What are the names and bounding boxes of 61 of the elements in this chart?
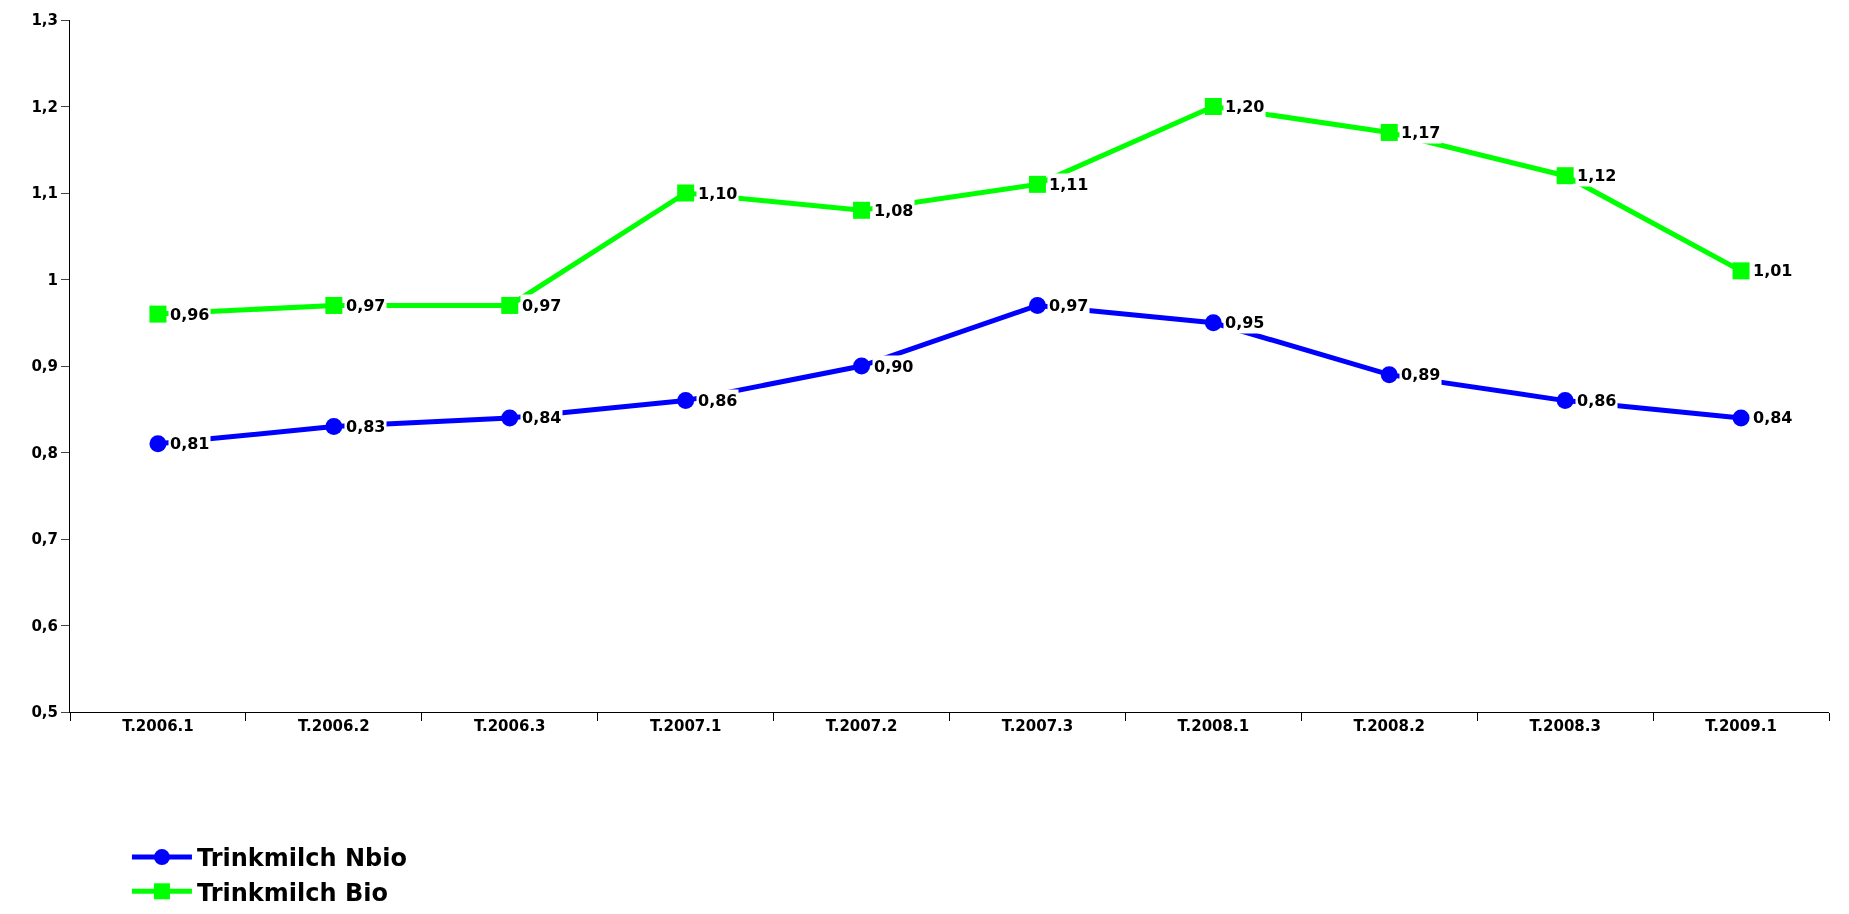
point	[325, 418, 343, 436]
y-tick-label: 1,2	[31, 97, 58, 116]
data-label: 0,86	[1577, 391, 1617, 410]
legend-label: Trinkmilch Bio	[196, 878, 388, 907]
x-tick-label: T.2007.3	[1001, 717, 1074, 735]
point	[1556, 167, 1574, 185]
data-label: 0,96	[170, 305, 210, 324]
x-tick-label: T.2006.2	[298, 717, 370, 735]
data-label: 0,86	[698, 391, 738, 410]
x-tick-label: T.2008.3	[1529, 717, 1601, 735]
y-tick-label: 1,1	[31, 184, 58, 203]
data-label: 1,17	[1401, 123, 1441, 142]
data-label: 0,97	[1049, 296, 1089, 315]
point	[1556, 392, 1574, 410]
point	[501, 296, 519, 314]
y-tick-label: 0,5	[31, 703, 58, 722]
data-label: 1,10	[698, 184, 738, 203]
x-tick-label: T.2007.1	[649, 717, 722, 735]
data-label: 1,08	[874, 201, 914, 220]
point	[1732, 262, 1750, 280]
point	[1732, 409, 1750, 427]
point	[149, 435, 167, 453]
x-tick-label: T.2008.2	[1353, 717, 1426, 735]
data-label: 0,97	[522, 296, 562, 315]
point	[501, 409, 519, 427]
point	[1204, 314, 1222, 332]
data-label: 0,95	[1225, 313, 1265, 332]
data-label: 1,11	[1049, 175, 1089, 194]
point	[149, 305, 167, 323]
x-tick-label: T.2007.2	[825, 717, 898, 735]
point	[677, 184, 695, 202]
point	[1028, 175, 1046, 193]
data-label: 1,01	[1753, 261, 1793, 280]
point	[1204, 98, 1222, 115]
point	[325, 296, 343, 314]
point	[1380, 366, 1398, 384]
x-tick-label: T.2006.1	[122, 717, 194, 735]
y-tick-label: 1,3	[31, 11, 58, 30]
data-label: 0,97	[346, 296, 386, 315]
data-label: 0,89	[1401, 365, 1441, 384]
y-tick-label: 0,6	[31, 616, 58, 635]
point	[1380, 123, 1398, 141]
point	[677, 392, 695, 410]
x-tick-label: T.2008.1	[1177, 717, 1250, 735]
legend-label: Trinkmilch Nbio	[196, 844, 407, 873]
x-tick-label: T.2009.1	[1705, 717, 1777, 735]
y-tick-label: 0,9	[31, 357, 58, 376]
point	[853, 357, 871, 375]
point	[853, 201, 871, 219]
y-tick-label: 1	[47, 270, 58, 289]
y-tick-label: 0,7	[31, 530, 58, 549]
x-tick-label: T.2006.3	[473, 717, 546, 735]
y-tick-label: 0,8	[31, 443, 58, 462]
data-label: 1,20	[1225, 97, 1265, 116]
data-label: 0,81	[170, 434, 210, 453]
point	[1028, 296, 1046, 314]
data-label: 0,84	[1753, 408, 1793, 427]
data-label: 1,12	[1577, 166, 1617, 185]
data-label: 0,84	[522, 408, 562, 427]
data-label: 0,83	[346, 417, 386, 436]
data-label: 0,90	[874, 357, 914, 376]
